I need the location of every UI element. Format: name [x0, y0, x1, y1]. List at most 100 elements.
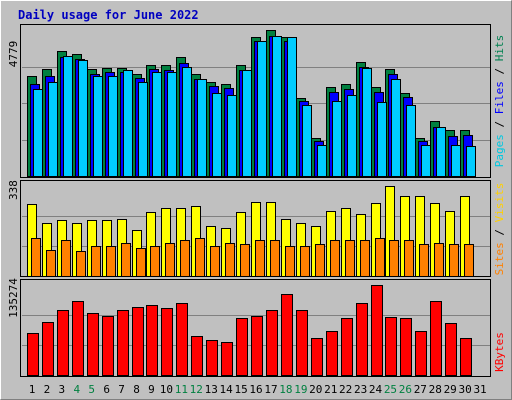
bar-bot-kbytes-4 [72, 301, 84, 376]
bar-mid-sites-7 [121, 243, 131, 277]
bar-bot-kbytes-18 [281, 294, 293, 376]
legend-pages: Pages [493, 134, 506, 167]
bar-top-pages-27 [421, 145, 431, 177]
bar-top-pages-18 [287, 37, 297, 177]
x-tick-13: 13 [205, 383, 218, 396]
mid-ymax-label: 338 [7, 180, 20, 200]
mid-legend: Sites / Visits [493, 183, 506, 276]
bar-mid-sites-10 [165, 243, 175, 277]
bar-top-pages-21 [332, 101, 342, 177]
legend-sites: Sites [493, 242, 506, 275]
bar-top-pages-16 [257, 41, 267, 177]
bar-bot-kbytes-12 [191, 336, 203, 376]
bar-mid-sites-4 [76, 251, 86, 277]
x-tick-4: 4 [73, 383, 80, 396]
bar-mid-sites-23 [360, 240, 370, 277]
bar-mid-sites-6 [106, 246, 116, 277]
bar-bot-kbytes-1 [27, 333, 39, 376]
bar-mid-sites-19 [300, 246, 310, 277]
x-tick-8: 8 [133, 383, 140, 396]
bar-mid-sites-30 [464, 244, 474, 277]
x-tick-labels: 1 2 3 4 5 6 7 8 9 10 11 12 13 14 15 16 17 18 19 20 21 22 23 24 2… [29, 383, 487, 396]
x-tick-19: 19 [294, 383, 307, 396]
legend-sep-1: / [493, 114, 506, 134]
bar-mid-sites-13 [210, 246, 220, 277]
bar-bot-kbytes-26 [400, 318, 412, 376]
bar-top-pages-29 [451, 145, 461, 177]
bar-top-pages-8 [138, 82, 148, 177]
bot-ymax-label: 135274 [7, 278, 20, 318]
bar-top-pages-4 [78, 60, 88, 177]
bar-top-pages-17 [272, 36, 282, 177]
bar-mid-sites-3 [61, 240, 71, 277]
x-tick-23: 23 [354, 383, 367, 396]
bar-mid-sites-22 [345, 240, 355, 277]
bar-mid-sites-11 [180, 240, 190, 277]
bar-bot-kbytes-10 [161, 308, 173, 376]
bar-mid-sites-18 [285, 246, 295, 277]
bar-top-pages-13 [212, 93, 222, 177]
x-tick-9: 9 [148, 383, 155, 396]
bar-bot-kbytes-2 [42, 322, 54, 376]
bar-bot-kbytes-29 [445, 323, 457, 376]
bar-bot-kbytes-17 [266, 310, 278, 376]
bar-mid-sites-21 [330, 240, 340, 277]
bar-top-pages-14 [227, 95, 237, 177]
bar-mid-sites-15 [240, 244, 250, 277]
bar-mid-sites-2 [46, 250, 56, 277]
bar-top-pages-25 [391, 79, 401, 177]
x-tick-22: 22 [339, 383, 352, 396]
legend-files: Files [493, 81, 506, 114]
bar-bot-kbytes-14 [221, 342, 233, 376]
top-ymax-label: 4779 [7, 41, 20, 68]
bar-mid-sites-25 [389, 240, 399, 277]
bar-bot-kbytes-21 [326, 331, 338, 376]
bar-bot-kbytes-7 [117, 310, 129, 376]
x-tick-6: 6 [103, 383, 110, 396]
x-tick-29: 29 [444, 383, 457, 396]
bar-top-pages-5 [93, 76, 103, 177]
bar-bot-kbytes-22 [341, 318, 353, 376]
bar-mid-sites-8 [136, 248, 146, 277]
bar-mid-sites-26 [404, 240, 414, 277]
top-legend: Pages / Files / Hits [493, 35, 506, 168]
bar-bot-kbytes-23 [356, 303, 368, 376]
bar-bot-kbytes-28 [430, 301, 442, 376]
bar-top-pages-12 [197, 79, 207, 177]
bar-bot-kbytes-8 [132, 307, 144, 376]
bar-top-pages-1 [33, 89, 43, 177]
bar-top-pages-11 [182, 67, 192, 177]
bar-mid-sites-5 [91, 246, 101, 277]
bar-bot-kbytes-11 [176, 303, 188, 376]
bar-top-pages-26 [406, 105, 416, 177]
legend-sep-2: / [493, 61, 506, 81]
x-tick-2: 2 [44, 383, 51, 396]
bar-mid-sites-27 [419, 244, 429, 277]
bar-mid-sites-24 [375, 238, 385, 277]
x-tick-28: 28 [429, 383, 442, 396]
bar-bot-kbytes-25 [385, 317, 397, 376]
bar-top-pages-2 [48, 82, 58, 177]
bar-bot-kbytes-13 [206, 340, 218, 376]
x-tick-26: 26 [399, 383, 412, 396]
legend-kbytes: KBytes [493, 332, 506, 372]
bar-mid-sites-28 [434, 243, 444, 277]
bar-mid-sites-16 [255, 240, 265, 277]
bar-mid-sites-12 [195, 238, 205, 277]
bar-mid-sites-17 [270, 240, 280, 277]
bar-top-pages-15 [242, 70, 252, 177]
bar-bot-kbytes-20 [311, 338, 323, 376]
x-tick-21: 21 [324, 383, 337, 396]
bar-bot-kbytes-19 [296, 310, 308, 376]
bar-bot-kbytes-16 [251, 316, 263, 376]
x-tick-31: 31 [473, 383, 486, 396]
x-tick-18: 18 [279, 383, 292, 396]
bar-bot-kbytes-6 [102, 316, 114, 376]
x-tick-1: 1 [29, 383, 36, 396]
legend-hits: Hits [493, 35, 506, 62]
bar-mid-sites-20 [315, 244, 325, 277]
bar-bot-kbytes-9 [146, 305, 158, 376]
